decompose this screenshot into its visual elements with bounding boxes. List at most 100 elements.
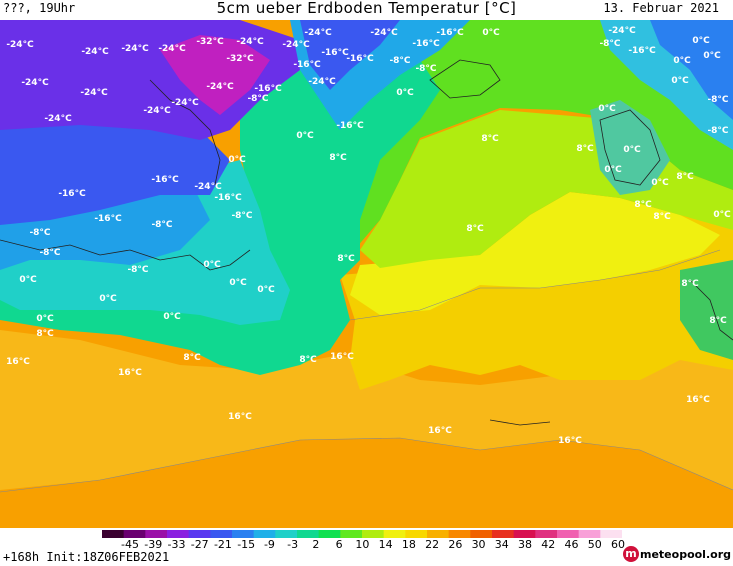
temperature-label: -8°C: [39, 248, 60, 258]
temperature-label: -24°C: [308, 77, 336, 87]
temperature-label: -16°C: [94, 214, 122, 224]
color-scale-cell: [557, 530, 580, 538]
color-scale-tick: 30: [471, 538, 486, 551]
coastlines: [0, 59, 733, 426]
color-scale-cell: [600, 530, 622, 538]
temperature-label: -8°C: [415, 64, 436, 74]
color-scale-tick: 14: [378, 538, 393, 551]
temperature-map: -24°C -24°C -24°C -24°C -32°C -24°C -24°C -24°C…: [0, 20, 733, 528]
temperature-label: 0°C: [396, 88, 414, 98]
temperature-label: -16°C: [336, 121, 364, 131]
color-scale-tick: -45: [121, 538, 139, 551]
temperature-label: 16°C: [558, 436, 582, 446]
temperature-label: -24°C: [194, 182, 222, 192]
temperature-label: 8°C: [337, 254, 355, 264]
temperature-label: -24°C: [282, 40, 310, 50]
temperature-label: 8°C: [681, 279, 699, 289]
temperature-label: 0°C: [623, 145, 641, 155]
color-scale-cell: [123, 530, 146, 538]
temperature-label: -16°C: [628, 46, 656, 56]
temperature-label: -32°C: [226, 54, 254, 64]
temperature-label: 0°C: [99, 294, 117, 304]
color-scale-cell: [513, 530, 536, 538]
meteopool-logo-icon: m: [623, 546, 639, 562]
color-scale-tick: 50: [587, 538, 602, 551]
header-bar: ???, 19Uhr 5cm ueber Erdboden Temperatur…: [0, 0, 733, 20]
color-scale-bar: [102, 530, 622, 538]
color-scale-tick: -15: [237, 538, 256, 551]
temperature-label: 8°C: [576, 144, 594, 154]
temperature-label: -8°C: [707, 126, 728, 136]
temperature-label: -16°C: [58, 189, 86, 199]
color-scale-cell: [383, 530, 406, 538]
temperature-label: 0°C: [671, 76, 689, 86]
color-scale-tick: 46: [564, 538, 579, 551]
color-scale-cell: [275, 530, 298, 538]
coastline-south: [489, 419, 551, 426]
temperature-label: 16°C: [428, 426, 452, 436]
temperature-label: -24°C: [304, 28, 332, 38]
temperature-label: 0°C: [604, 165, 622, 175]
temperature-label: 0°C: [703, 51, 721, 61]
temperature-label: 0°C: [692, 36, 710, 46]
temperature-label: -16°C: [412, 39, 440, 49]
temperature-label: -24°C: [121, 44, 149, 54]
temperature-label: -24°C: [143, 106, 171, 116]
temperature-label: -8°C: [231, 211, 252, 221]
temperature-label: 0°C: [229, 278, 247, 288]
color-scale-cell: [297, 530, 320, 538]
temperature-label: -24°C: [608, 26, 636, 36]
temperature-label: -16°C: [436, 28, 464, 38]
temperature-label: 8°C: [299, 355, 317, 365]
color-scale-cell: [210, 530, 233, 538]
meteopool-logo[interactable]: m meteopool.org: [623, 544, 731, 564]
color-scale-tick: 42: [541, 538, 556, 551]
color-scale-tick: 22: [425, 538, 440, 551]
temperature-label: 8°C: [466, 224, 484, 234]
color-scale-cell: [318, 530, 341, 538]
zone-blue: [0, 110, 230, 225]
temperature-label: -16°C: [321, 48, 349, 58]
temperature-label: 16°C: [330, 352, 354, 362]
temperature-label: 0°C: [36, 314, 54, 324]
temperature-label: 8°C: [183, 353, 201, 363]
zone-yellow: [350, 192, 720, 315]
color-scale-ticks: -45 -39 -33 -27 -21 -15 -9 -3 2 6 10 14 18 22 26 30 34 38…: [0, 538, 733, 552]
coastline-east: [689, 279, 733, 341]
temperature-label: -16°C: [214, 193, 242, 203]
color-scale-tick: 26: [448, 538, 463, 551]
temperature-label: -24°C: [370, 28, 398, 38]
model-run-label: +168h Init:18Z06FEB2021: [3, 550, 170, 564]
color-scale-tick: 6: [335, 538, 343, 551]
temperature-label: -8°C: [389, 56, 410, 66]
temperature-label: 0°C: [228, 155, 246, 165]
temperature-label: -24°C: [171, 98, 199, 108]
zone-isles: [590, 100, 670, 195]
zone-ne-cold-core: [650, 20, 733, 120]
color-scale-tick: -21: [213, 538, 232, 551]
temperature-label: -24°C: [236, 37, 264, 47]
temperature-label: 0°C: [19, 275, 37, 285]
temperature-label: -32°C: [196, 37, 224, 47]
color-scale-tick: -27: [190, 538, 209, 551]
temperature-label: -8°C: [247, 94, 268, 104]
temperature-label: 8°C: [329, 153, 347, 163]
color-scale-cell: [427, 530, 450, 538]
color-scale-cell: [232, 530, 255, 538]
zone-east-green: [680, 260, 733, 360]
color-scale-cell: [167, 530, 190, 538]
temperature-label: -16°C: [346, 54, 374, 64]
temperature-label: -8°C: [29, 228, 50, 238]
color-scale-tick: 38: [518, 538, 533, 551]
zone-north-cold-core: [300, 20, 400, 90]
coastline-west: [0, 239, 251, 271]
temperature-label: -24°C: [21, 78, 49, 88]
coastline-islands: [429, 59, 501, 99]
color-scale-cell: [340, 530, 363, 538]
temperature-label: -16°C: [293, 60, 321, 70]
temperature-label: 16°C: [686, 395, 710, 405]
temperature-label: -24°C: [80, 88, 108, 98]
color-scale-tick: -33: [167, 538, 186, 551]
temperature-label: 16°C: [118, 368, 142, 378]
temperature-label: 8°C: [653, 212, 671, 222]
